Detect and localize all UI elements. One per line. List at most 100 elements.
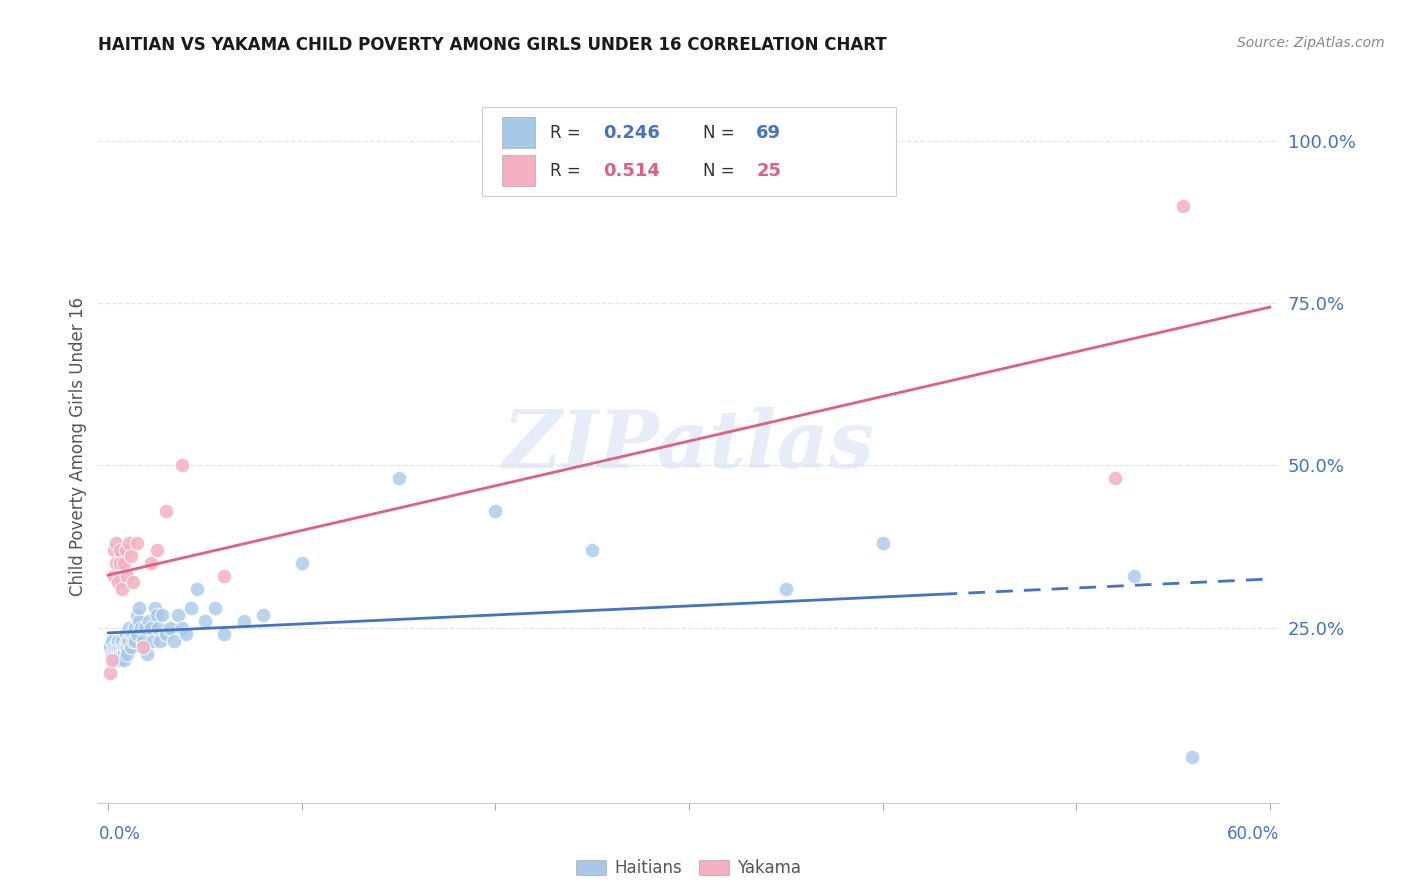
Point — [214, 627, 236, 641]
FancyBboxPatch shape — [482, 107, 896, 196]
Point — [124, 633, 146, 648]
Point — [122, 575, 145, 590]
Point — [1123, 568, 1146, 582]
Point — [107, 575, 129, 590]
Point — [111, 633, 134, 648]
Point — [101, 633, 124, 648]
Point — [118, 621, 141, 635]
Point — [120, 640, 142, 654]
Point — [112, 640, 135, 654]
Point — [111, 640, 134, 654]
Point — [129, 621, 152, 635]
Point — [132, 640, 155, 654]
Text: N =: N = — [703, 124, 740, 142]
Point — [180, 601, 202, 615]
Point — [117, 633, 139, 648]
Text: HAITIAN VS YAKAMA CHILD POVERTY AMONG GIRLS UNDER 16 CORRELATION CHART: HAITIAN VS YAKAMA CHILD POVERTY AMONG GI… — [98, 36, 887, 54]
Point — [872, 536, 894, 550]
Point — [112, 647, 135, 661]
Point — [112, 653, 135, 667]
Text: R =: R = — [550, 161, 585, 179]
Point — [117, 640, 139, 654]
Point — [112, 556, 135, 570]
Point — [114, 640, 136, 654]
Point — [186, 582, 208, 596]
Text: N =: N = — [703, 161, 740, 179]
Point — [775, 582, 797, 596]
Point — [128, 601, 150, 615]
Point — [107, 633, 129, 648]
Point — [214, 568, 236, 582]
Point — [139, 556, 162, 570]
Point — [150, 607, 173, 622]
Point — [1171, 199, 1194, 213]
Point — [108, 556, 131, 570]
Text: 0.0%: 0.0% — [98, 825, 141, 843]
Point — [120, 549, 142, 564]
Point — [101, 653, 124, 667]
Point — [138, 614, 160, 628]
Text: 0.246: 0.246 — [603, 124, 659, 142]
Point — [143, 601, 166, 615]
Point — [104, 536, 127, 550]
Point — [170, 621, 193, 635]
Point — [170, 458, 193, 473]
Point — [108, 640, 131, 654]
Point — [108, 647, 131, 661]
Point — [387, 471, 409, 485]
Point — [103, 647, 125, 661]
Point — [104, 653, 127, 667]
Point — [114, 627, 136, 641]
Point — [159, 621, 181, 635]
Point — [291, 556, 314, 570]
Point — [166, 607, 188, 622]
Point — [145, 607, 167, 622]
Point — [145, 542, 167, 557]
FancyBboxPatch shape — [502, 155, 536, 186]
Point — [155, 504, 177, 518]
Text: 0.514: 0.514 — [603, 161, 659, 179]
Point — [98, 640, 121, 654]
Point — [107, 640, 129, 654]
Point — [127, 536, 149, 550]
Point — [204, 601, 226, 615]
Point — [108, 542, 131, 557]
Point — [142, 633, 165, 648]
Point — [114, 542, 136, 557]
Point — [122, 627, 145, 641]
Point — [108, 653, 131, 667]
Point — [103, 568, 125, 582]
Text: 25: 25 — [756, 161, 782, 179]
Point — [134, 621, 156, 635]
Text: 60.0%: 60.0% — [1227, 825, 1279, 843]
Point — [149, 633, 172, 648]
Point — [128, 614, 150, 628]
Text: Source: ZipAtlas.com: Source: ZipAtlas.com — [1237, 36, 1385, 50]
Point — [127, 607, 149, 622]
Point — [122, 633, 145, 648]
Point — [118, 536, 141, 550]
Point — [101, 647, 124, 661]
Point — [174, 627, 197, 641]
Legend: Haitians, Yakama: Haitians, Yakama — [569, 853, 808, 884]
Point — [107, 647, 129, 661]
Point — [148, 621, 170, 635]
Text: 69: 69 — [756, 124, 782, 142]
Point — [118, 633, 141, 648]
Point — [120, 627, 142, 641]
Point — [117, 647, 139, 661]
Point — [111, 647, 134, 661]
Point — [103, 640, 125, 654]
Point — [232, 614, 254, 628]
Point — [111, 582, 134, 596]
Point — [104, 640, 127, 654]
Point — [132, 633, 155, 648]
Point — [194, 614, 217, 628]
Point — [117, 568, 139, 582]
Point — [1104, 471, 1126, 485]
Point — [98, 666, 121, 681]
Point — [163, 633, 186, 648]
FancyBboxPatch shape — [502, 117, 536, 148]
Point — [155, 627, 177, 641]
Point — [484, 504, 506, 518]
